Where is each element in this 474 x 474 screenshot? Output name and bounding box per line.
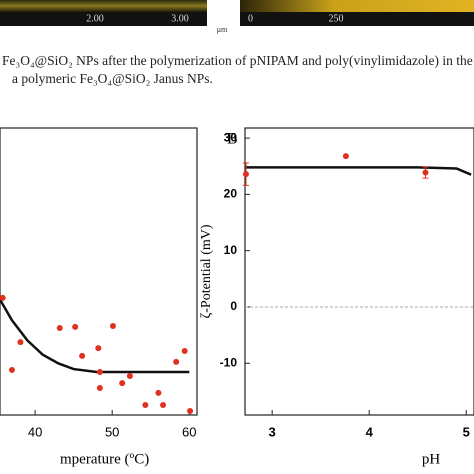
- y-tick-label: 0: [230, 299, 237, 313]
- y-tick-label: -10: [220, 355, 238, 369]
- data-point: [8, 366, 15, 373]
- data-point: [187, 407, 194, 414]
- fit-line: [245, 166, 472, 176]
- y-tick-label: 20: [224, 187, 238, 201]
- scale-unit: μm: [217, 25, 228, 34]
- x-tick-label: 50: [105, 424, 119, 439]
- data-point: [96, 368, 103, 375]
- panel-label: B: [227, 131, 238, 148]
- x-tick-label: 40: [28, 424, 42, 439]
- x-tick-label: 4: [366, 424, 374, 439]
- data-point: [119, 380, 126, 387]
- data-point: [422, 169, 429, 176]
- caption-line: Fe₃O₄@SiO₂ NPs after the polymerization …: [2, 53, 473, 68]
- y-tick-label: 10: [224, 243, 238, 257]
- afm-image-left: [0, 0, 207, 12]
- data-point: [72, 323, 79, 330]
- data-point: [109, 323, 116, 330]
- data-point: [155, 389, 162, 396]
- scale-tick: 2.00: [86, 13, 104, 24]
- data-point: [17, 339, 24, 346]
- data-point: [173, 358, 180, 365]
- y-tick-label: 30: [224, 130, 238, 144]
- data-point: [126, 372, 133, 379]
- data-point: [95, 345, 102, 352]
- fit-line: [0, 299, 190, 374]
- data-point: [242, 171, 249, 178]
- data-point: [56, 325, 63, 332]
- plot-frame: [244, 127, 474, 416]
- caption-line: a polymeric Fe₃O₄@SiO₂ Janus NPs.: [12, 71, 213, 86]
- data-point: [0, 294, 6, 301]
- data-point: [96, 385, 103, 392]
- x-tick-label: 5: [463, 424, 470, 439]
- afm-image-right: [240, 0, 474, 12]
- scale-bar-right: [240, 12, 474, 26]
- plot-frame: [0, 127, 198, 416]
- data-point: [79, 352, 86, 359]
- x-tick-label: 3: [269, 424, 276, 439]
- x-tick-label: 60: [182, 424, 196, 439]
- data-point: [142, 401, 149, 408]
- scale-tick: 0: [248, 13, 253, 24]
- x-axis-label: pH: [422, 451, 441, 467]
- x-axis-label: mperature (ºC): [60, 451, 149, 467]
- scale-bar-left: [0, 12, 207, 26]
- scale-tick: 3.00: [171, 13, 189, 24]
- data-point: [342, 153, 349, 160]
- data-point: [181, 347, 188, 354]
- y-axis-label: ζ-Potential (mV): [199, 224, 214, 318]
- data-point: [160, 401, 167, 408]
- scale-tick: 250: [329, 13, 344, 24]
